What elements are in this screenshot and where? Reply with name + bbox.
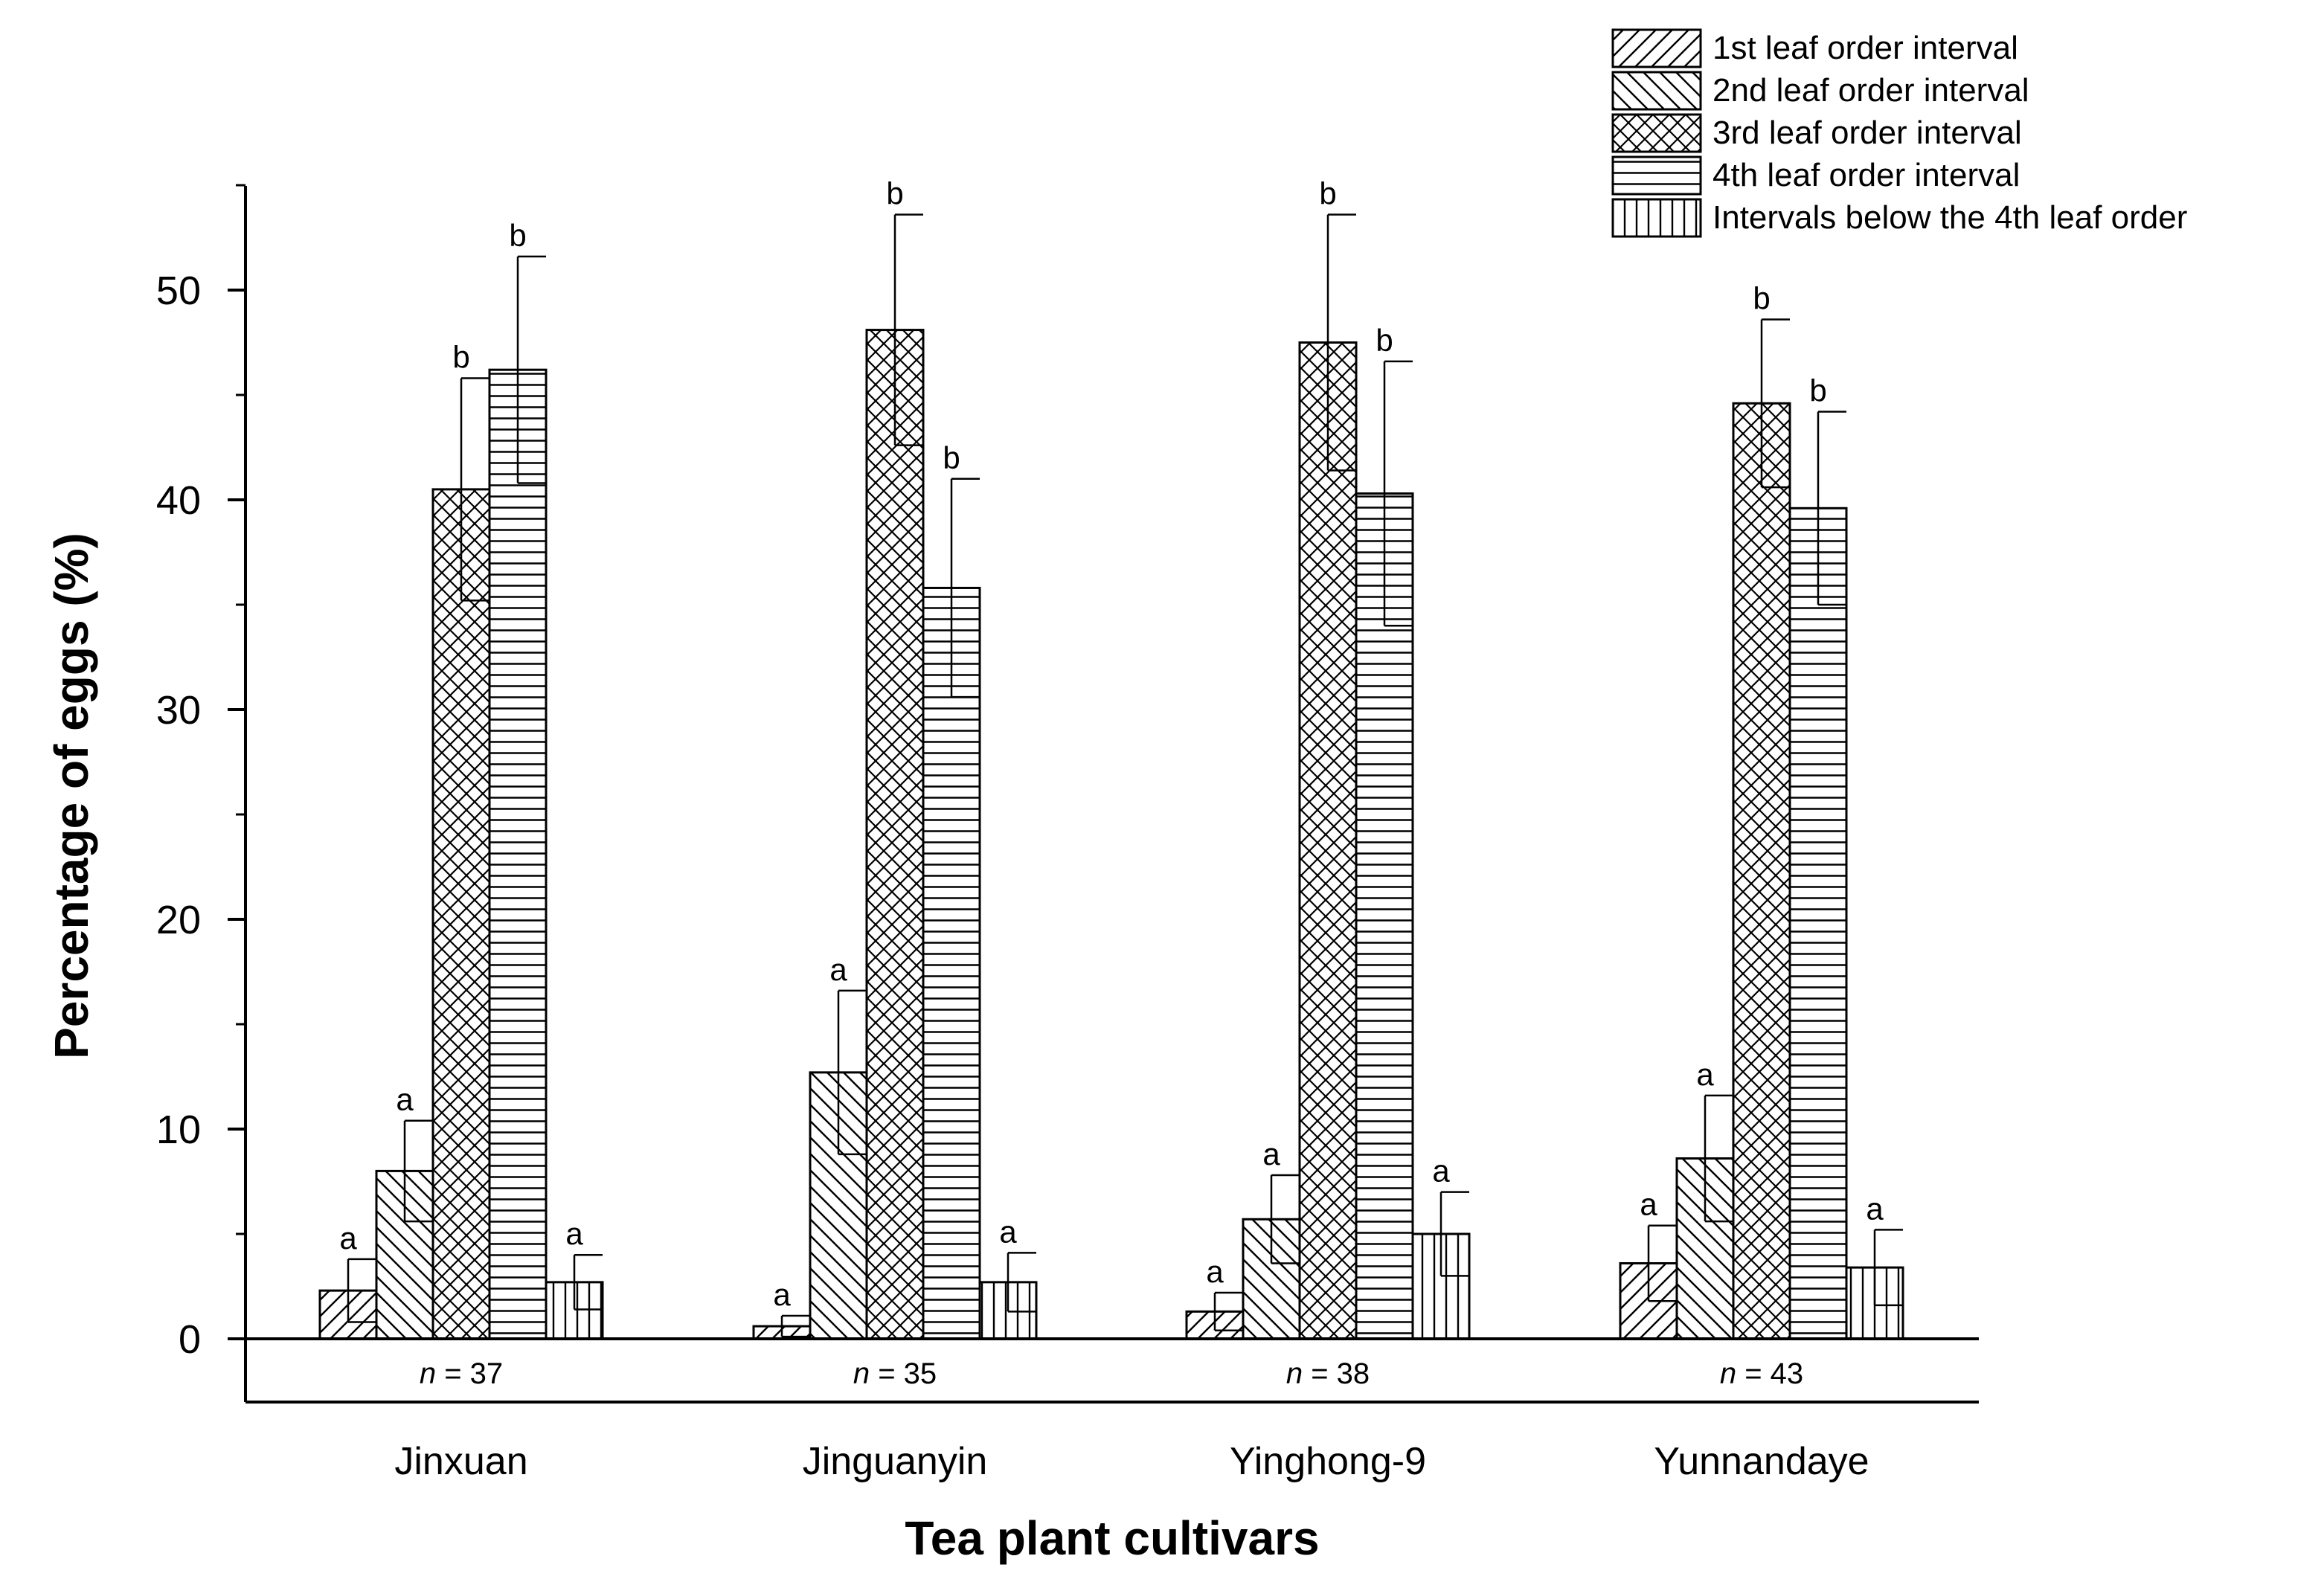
significance-letter: b	[509, 218, 526, 253]
significance-letter: a	[1206, 1254, 1224, 1289]
bar-series4-yunnandaye	[1788, 507, 1848, 1340]
legend-label-series1: 1st leaf order interval	[1712, 30, 2018, 66]
significance-letter: a	[829, 952, 847, 987]
significance-letter: a	[1432, 1154, 1450, 1189]
y-tick-label: 10	[156, 1107, 201, 1152]
x-tick-label: Yinghong-9	[1230, 1440, 1426, 1483]
sample-size-symbol: n	[853, 1357, 870, 1390]
sample-size-label: n = 43	[1720, 1357, 1803, 1390]
significance-letter: b	[452, 339, 469, 374]
sample-size-label: n = 37	[420, 1357, 503, 1390]
bar-series3-yunnandaye	[1732, 402, 1791, 1340]
significance-letter: b	[1809, 373, 1826, 408]
legend: 1st leaf order interval 2nd leaf order in…	[1611, 28, 2187, 238]
bar-series3-yinghong-9	[1298, 341, 1358, 1340]
significance-letter: a	[339, 1221, 357, 1256]
significance-letter: b	[886, 176, 903, 210]
sample-size-value: = 43	[1736, 1357, 1803, 1390]
y-tick-label: 50	[156, 269, 201, 313]
sample-size-value: = 38	[1303, 1357, 1370, 1390]
legend-label-series3: 3rd leaf order interval	[1712, 115, 2022, 151]
significance-letter: a	[999, 1214, 1017, 1249]
x-tick-label: Jinxuan	[394, 1440, 527, 1483]
significance-letter: a	[1866, 1191, 1884, 1226]
sample-size-label: n = 35	[853, 1357, 937, 1390]
significance-letter: a	[1262, 1136, 1280, 1171]
significance-letter: b	[1753, 280, 1770, 315]
x-axis-title: Tea plant cultivars	[905, 1511, 1319, 1565]
significance-letter: a	[1696, 1057, 1714, 1092]
legend-label-series5: Intervals below the 4th leaf order	[1712, 199, 2187, 236]
sample-size-symbol: n	[1286, 1357, 1303, 1390]
legend-swatch-series3	[1611, 113, 1702, 153]
significance-letter: a	[1640, 1187, 1657, 1222]
x-tick-label: Yunnandaye	[1654, 1440, 1869, 1483]
bar-series4-yinghong-9	[1355, 492, 1414, 1340]
legend-label-series2: 2nd leaf order interval	[1712, 72, 2029, 109]
significance-letter: b	[1376, 323, 1393, 358]
sample-size-value: = 35	[870, 1357, 937, 1390]
x-tick-label: Jinguanyin	[803, 1440, 988, 1483]
bar-series4-jinxuan	[488, 368, 548, 1340]
significance-letter: b	[943, 440, 960, 475]
significance-letter: a	[773, 1277, 791, 1312]
y-axis-title: Percentage of eggs (%)	[45, 533, 98, 1059]
significance-letter: a	[565, 1216, 583, 1251]
y-tick-label: 30	[156, 688, 201, 733]
legend-swatch-series4	[1611, 155, 1702, 196]
sample-size-label: n = 38	[1286, 1357, 1370, 1390]
legend-label-series4: 4th leaf order interval	[1712, 157, 2020, 193]
sample-size-symbol: n	[1720, 1357, 1736, 1390]
legend-swatch-series5	[1611, 198, 1702, 238]
sample-size-value: = 37	[436, 1357, 503, 1390]
y-tick-label: 0	[179, 1317, 201, 1362]
bar-series3-jinxuan	[431, 488, 491, 1340]
bar-series3-jinguanyin	[865, 329, 925, 1340]
legend-swatch-series1	[1611, 28, 1702, 68]
axes: 0 10 20 30 40 50 Jinxuan n = 37 Jinguanyin n = 35…	[156, 184, 1979, 1483]
bar-series4-jinguanyin	[922, 586, 981, 1340]
significance-letter: a	[396, 1082, 414, 1117]
legend-swatch-series2	[1611, 71, 1702, 111]
sample-size-symbol: n	[420, 1357, 436, 1390]
significance-letter: b	[1319, 176, 1336, 210]
y-tick-label: 20	[156, 898, 201, 942]
y-tick-label: 40	[156, 478, 201, 523]
